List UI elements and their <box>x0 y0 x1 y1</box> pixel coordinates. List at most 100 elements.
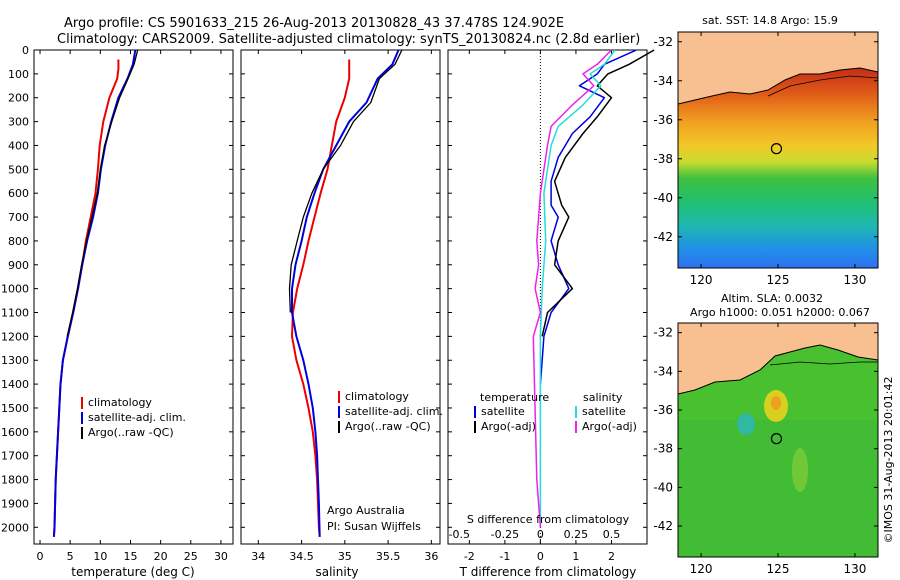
salinity-series <box>288 49 403 537</box>
sla-map-title-line1: Altim. SLA: 0.0032 <box>721 292 823 305</box>
sla-peak-anomaly <box>771 396 781 410</box>
sst-depth-contour <box>767 75 878 97</box>
legend-label-t-satellite: satellite <box>481 405 525 418</box>
depth-tick-label: 1500 <box>1 402 29 415</box>
lon-tick-label: 125 <box>767 562 790 576</box>
legend-label-t-argo: Argo(-adj) <box>481 420 536 433</box>
salinity-legend: climatology satellite-adj. clim. Argo(..… <box>338 390 443 433</box>
lat-tick-label: -42 <box>653 230 673 244</box>
legend-label-climatology: climatology <box>345 390 409 403</box>
x-tick-label: 5 <box>67 550 74 563</box>
x-tick-label: 0 <box>37 550 44 563</box>
sla-map-axes: 120 125 130 -32 -34 -36 -38 -40 -42 <box>653 323 878 576</box>
sla-map-title-line2: Argo h1000: 0.051 h2000: 0.067 <box>690 306 870 319</box>
x-tick-label: 10 <box>93 550 107 563</box>
difference-depth-ticks <box>448 49 647 528</box>
depth-tick-label: 1300 <box>1 354 29 367</box>
salinity-axis: 34 34.5 35 35.5 36 <box>251 50 438 563</box>
difference-axes-frame <box>447 49 648 545</box>
x-tick-label: 1 <box>572 550 579 563</box>
depth-tick-label: 1400 <box>1 378 29 391</box>
sla-mid-anomaly <box>792 448 808 492</box>
figure-title-line2: Climatology: CARS2009. Satellite-adjuste… <box>57 32 640 47</box>
sst-coastline <box>678 67 878 105</box>
sla-coastline <box>678 344 878 395</box>
legend-title-salinity: salinity <box>583 391 623 404</box>
sla-argo-marker <box>770 433 783 445</box>
s-tick-label: 0.25 <box>564 528 589 541</box>
temperature-legend: climatology satellite-adj. clim. Argo(..… <box>81 396 186 439</box>
depth-tick-label: 2000 <box>1 521 29 534</box>
x-tick-label: 2 <box>608 550 615 563</box>
series-line-argo-raw-qc <box>288 49 403 313</box>
depth-tick-label: 100 <box>8 68 29 81</box>
depth-tick-label: 400 <box>8 139 29 152</box>
x-tick-label: 34 <box>251 550 265 563</box>
depth-tick-label: 1900 <box>1 497 29 510</box>
depth-tick-label: 1600 <box>1 426 29 439</box>
lat-tick-label: -36 <box>653 403 673 417</box>
figure-title-line1: Argo profile: CS 5901633_215 26-Aug-2013… <box>64 16 564 31</box>
lat-tick-label: -34 <box>653 74 673 88</box>
lon-tick-label: 130 <box>843 562 866 576</box>
depth-tick-label: 700 <box>8 211 29 224</box>
sla-lower-field <box>678 420 878 557</box>
difference-panel: -2 -1 0 1 2 S difference from climatology -0… <box>447 49 655 579</box>
lat-tick-label: -34 <box>653 364 673 378</box>
x-tick-label: 25 <box>184 550 198 563</box>
sst-field <box>678 32 878 268</box>
lon-tick-label: 120 <box>690 273 713 287</box>
depth-tick-label: 1200 <box>1 330 29 343</box>
lat-tick-label: -40 <box>653 191 673 205</box>
temperature-xlabel: temperature (deg C) <box>71 565 194 579</box>
depth-tick-label: 200 <box>8 92 29 105</box>
legend-title-temperature: temperature <box>480 391 549 404</box>
legend-label-satellite: satellite-adj. clim. <box>88 411 186 424</box>
depth-axis: 0 100 200 300 400 500 600 700 800 900 1000 1100 1200… <box>1 44 233 534</box>
lon-tick-label: 125 <box>767 273 790 287</box>
difference-legend: temperature salinity satellite Argo(-adj… <box>474 391 637 433</box>
temperature-series <box>52 49 139 537</box>
legend-label-s-satellite: satellite <box>582 405 626 418</box>
x-tick-label: 36 <box>424 550 438 563</box>
x-tick-label: 20 <box>154 550 168 563</box>
legend-label-climatology: climatology <box>88 396 152 409</box>
depth-tick-label: 600 <box>8 187 29 200</box>
lat-tick-label: -32 <box>653 35 673 49</box>
depth-tick-label: 300 <box>8 116 29 129</box>
s-difference-label: S difference from climatology <box>467 513 630 526</box>
series-line-t-argo-adj <box>541 49 655 337</box>
depth-tick-label: 1100 <box>1 307 29 320</box>
x-tick-label: -1 <box>499 550 510 563</box>
pi-credit: PI: Susan Wijffels <box>327 520 421 533</box>
depth-tick-label: 1000 <box>1 283 29 296</box>
x-tick-label: 35.5 <box>376 550 401 563</box>
legend-label-satellite: satellite-adj. clim. <box>345 405 443 418</box>
s-tick-label: -0.25 <box>491 528 519 541</box>
salinity-axes-frame <box>240 49 441 545</box>
legend-label-argo: Argo(..raw -QC) <box>345 420 431 433</box>
legend-label-argo: Argo(..raw -QC) <box>88 426 174 439</box>
series-line-t-satellite <box>539 49 637 385</box>
sst-map-axes: 120 125 130 -32 -34 -36 -38 -40 -42 <box>653 32 878 287</box>
sst-argo-marker <box>770 143 783 155</box>
depth-tick-label: 900 <box>8 259 29 272</box>
depth-tick-label: 1800 <box>1 474 29 487</box>
imos-timestamp: ©IMOS 31-Aug-2013 20:01:42 <box>882 377 895 544</box>
series-line-s-argo-adj <box>532 49 613 528</box>
s-tick-label: 0.5 <box>603 528 621 541</box>
lon-tick-label: 120 <box>690 562 713 576</box>
series-line-argo-raw-qc <box>66 49 139 337</box>
legend-label-s-argo: Argo(-adj) <box>582 420 637 433</box>
x-tick-label: 0 <box>537 550 544 563</box>
x-tick-label: 30 <box>214 550 228 563</box>
x-tick-label: -2 <box>464 550 475 563</box>
lat-tick-label: -32 <box>653 326 673 340</box>
sst-land <box>678 32 878 104</box>
lat-tick-label: -36 <box>653 113 673 127</box>
salinity-depth-ticks <box>241 49 440 528</box>
series-line-s-satellite <box>539 49 616 528</box>
s-tick-label: -0.5 <box>449 528 470 541</box>
